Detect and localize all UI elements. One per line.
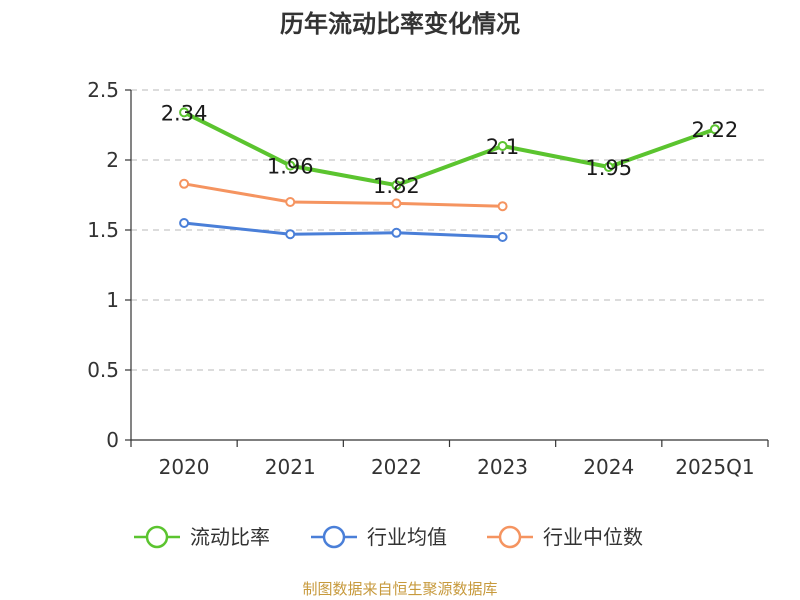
legend-label: 行业均值 — [367, 525, 447, 549]
source-note: 制图数据来自恒生聚源数据库 — [302, 580, 498, 598]
data-point — [285, 197, 296, 207]
x-tick-label: 2025Q1 — [675, 455, 754, 479]
legend-marker — [498, 525, 522, 549]
data-point — [709, 124, 720, 135]
data-point — [497, 141, 508, 151]
x-tick-label: 2020 — [159, 455, 210, 479]
data-point — [497, 232, 508, 242]
legend-label: 流动比率 — [190, 525, 270, 549]
data-point — [179, 218, 190, 228]
data-point — [391, 198, 402, 209]
series-line-2 — [182, 182, 505, 208]
x-tick-label: 2022 — [371, 455, 422, 479]
y-tick-label: 2.5 — [87, 78, 119, 102]
x-tick-label: 2021 — [265, 455, 316, 479]
series-line-0 — [182, 110, 717, 188]
legend-marker — [322, 525, 346, 549]
data-label: 1.95 — [585, 156, 632, 180]
data-point — [391, 180, 402, 191]
data-point — [285, 229, 296, 240]
data-point — [179, 178, 190, 189]
y-tick-label: 1 — [106, 288, 119, 312]
legend-marker — [145, 525, 169, 549]
data-label: 2.22 — [692, 118, 739, 142]
y-tick-label: 2 — [106, 148, 119, 172]
data-label: 2.1 — [486, 135, 519, 159]
y-tick-label: 0.5 — [87, 358, 119, 382]
data-point — [285, 160, 296, 171]
x-tick-label: 2024 — [583, 455, 634, 479]
series-line-1 — [182, 221, 505, 239]
chart-title: 历年流动比率变化情况 — [280, 10, 520, 38]
data-label: 2.34 — [161, 101, 208, 125]
y-tick-label: 1.5 — [87, 218, 119, 242]
x-tick-label: 2023 — [477, 455, 528, 479]
legend-label: 行业中位数 — [543, 525, 643, 549]
data-label: 1.96 — [267, 155, 314, 179]
data-point — [497, 201, 508, 212]
data-point — [391, 227, 402, 238]
data-label: 1.82 — [373, 174, 420, 198]
y-tick-label: 0 — [106, 428, 119, 452]
data-point — [179, 107, 190, 118]
data-point — [603, 162, 614, 172]
